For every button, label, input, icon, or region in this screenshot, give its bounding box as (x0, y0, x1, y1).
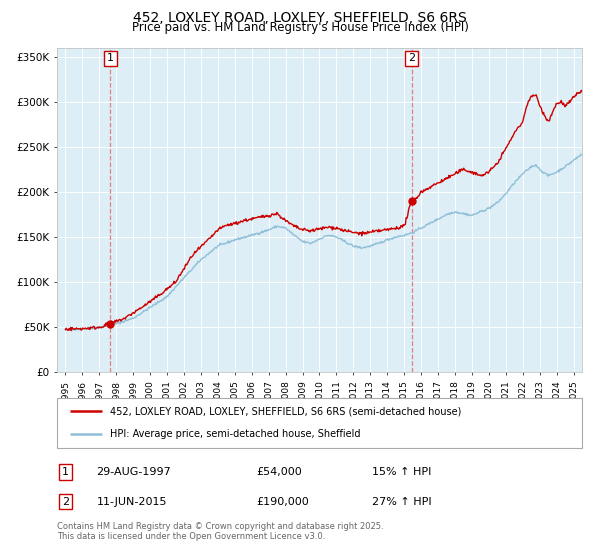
FancyBboxPatch shape (57, 398, 582, 448)
Text: Price paid vs. HM Land Registry's House Price Index (HPI): Price paid vs. HM Land Registry's House … (131, 21, 469, 34)
Text: HPI: Average price, semi-detached house, Sheffield: HPI: Average price, semi-detached house,… (110, 430, 360, 440)
Text: 29-AUG-1997: 29-AUG-1997 (97, 467, 171, 477)
Text: 2: 2 (62, 497, 69, 507)
Text: 452, LOXLEY ROAD, LOXLEY, SHEFFIELD, S6 6RS (semi-detached house): 452, LOXLEY ROAD, LOXLEY, SHEFFIELD, S6 … (110, 406, 461, 416)
Text: £54,000: £54,000 (257, 467, 302, 477)
Text: 11-JUN-2015: 11-JUN-2015 (97, 497, 167, 507)
Text: 27% ↑ HPI: 27% ↑ HPI (372, 497, 431, 507)
Text: 1: 1 (107, 53, 114, 63)
Text: £190,000: £190,000 (257, 497, 309, 507)
Text: 15% ↑ HPI: 15% ↑ HPI (372, 467, 431, 477)
Text: 1: 1 (62, 467, 69, 477)
Text: 2: 2 (408, 53, 415, 63)
Text: 452, LOXLEY ROAD, LOXLEY, SHEFFIELD, S6 6RS: 452, LOXLEY ROAD, LOXLEY, SHEFFIELD, S6 … (133, 11, 467, 25)
Text: Contains HM Land Registry data © Crown copyright and database right 2025.
This d: Contains HM Land Registry data © Crown c… (57, 522, 383, 542)
